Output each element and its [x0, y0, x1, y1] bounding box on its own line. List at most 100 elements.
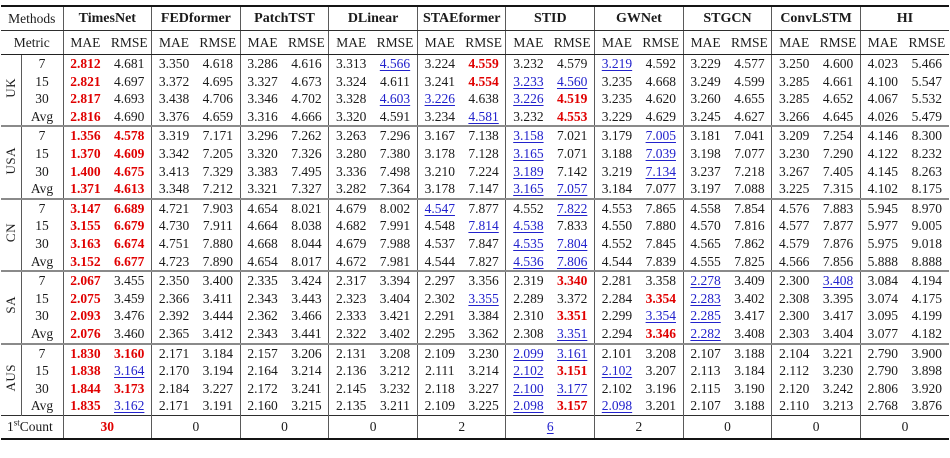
value-cell: 4.668 [239, 234, 285, 253]
value-cell: 8.038 [291, 218, 322, 234]
value-cell: 4.566 [771, 252, 817, 272]
value-cell: 5.977 [859, 217, 905, 235]
value-cell: 7.903 [195, 197, 241, 218]
count-cell-stgcn: 0 [682, 414, 772, 439]
value-cell: 3.327 [239, 72, 285, 91]
value-cell: 1.400 [62, 162, 108, 181]
value-cell: 4.659 [202, 108, 233, 124]
data-row-usa-avg: Avg 1.371 4.613 3.348 7.212 3.321 7.327 3.282 7.… [1, 180, 949, 199]
value-cell: 4.535 [505, 234, 551, 253]
value-cell: 6.677 [114, 253, 145, 269]
value-cell: 7.218 [734, 163, 765, 179]
value-cell: 3.147 [62, 197, 108, 218]
value-cell: 3.316 [239, 107, 285, 127]
metric-header-mae: MAE [594, 30, 639, 55]
value-cell: 4.613 [114, 181, 145, 197]
value-cell: 4.675 [114, 163, 145, 179]
value-cell: 2.067 [62, 270, 108, 290]
value-cell: 3.417 [734, 308, 765, 324]
value-cell: 7.495 [291, 163, 322, 179]
value-cell: 7.988 [379, 235, 411, 251]
value-cell: 7.839 [645, 253, 676, 269]
value-cell: 2.100 [505, 379, 551, 398]
value-cell: 2.101 [594, 342, 639, 363]
value-cell: 3.459 [114, 290, 145, 306]
value-cell: 3.409 [727, 270, 772, 290]
value-cell: 2.171 [151, 342, 196, 363]
value-cell: 3.920 [911, 380, 943, 396]
value-cell: 4.611 [380, 73, 410, 89]
value-cell: 2.300 [771, 270, 817, 290]
value-cell: 3.207 [645, 363, 676, 379]
metric-header-rmse: RMSE [373, 30, 418, 55]
value-cell: 2.107 [682, 342, 728, 363]
count-cell-hi: 0 [859, 414, 949, 439]
region-label-text: CN [3, 223, 19, 243]
value-cell: 3.313 [328, 54, 374, 73]
value-cell: 3.444 [202, 308, 233, 324]
value-cell: 3.286 [239, 54, 285, 73]
value-cell: 4.100 [859, 72, 905, 91]
value-cell: 2.821 [62, 72, 108, 91]
value-cell: 3.443 [291, 290, 322, 306]
value-cell: 3.404 [379, 290, 411, 306]
value-cell: 4.673 [291, 73, 322, 89]
value-cell: 4.706 [202, 91, 233, 107]
value-cell: 4.654 [239, 252, 285, 272]
value-cell: 2.343 [239, 289, 285, 308]
value-cell: 3.235 [594, 72, 639, 91]
region-label-sa: SA [1, 270, 21, 344]
value-cell: 8.021 [284, 197, 329, 218]
value-cell: 7.845 [645, 235, 676, 251]
method-header-timesnet: TimesNet [62, 6, 152, 31]
value-cell: 2.093 [62, 307, 108, 325]
value-cell: 3.230 [461, 342, 506, 363]
value-cell: 4.544 [416, 252, 462, 272]
horizon-label: 15 [20, 362, 63, 380]
horizon-label: 30 [20, 234, 63, 253]
value-cell: 2.295 [416, 324, 462, 344]
value-cell: 7.405 [822, 163, 854, 179]
metric-header-mae: MAE [239, 30, 285, 55]
value-cell: 2.171 [151, 397, 196, 416]
value-cell: 3.219 [594, 162, 639, 181]
value-cell: 3.184 [594, 180, 639, 199]
value-cell: 5.888 [859, 252, 905, 272]
value-cell: 1.370 [62, 144, 108, 163]
value-cell: 3.232 [379, 380, 411, 396]
value-cell: 4.560 [556, 73, 588, 89]
value-cell: 4.553 [556, 108, 588, 124]
data-row-aus-7: AUS 7 1.830 3.160 2.171 3.184 2.157 3.206 2.131 3… [1, 342, 949, 416]
value-cell: 4.537 [416, 234, 462, 253]
data-row-sa-15: 15 2.075 3.459 2.366 3.411 2.343 3.443 2.323 3.4… [1, 289, 949, 308]
value-cell: 3.402 [379, 325, 411, 341]
value-cell: 4.570 [682, 217, 728, 235]
value-cell: 3.319 [151, 125, 196, 145]
value-cell: 2.365 [151, 324, 196, 344]
value-cell: 2.131 [328, 342, 374, 363]
method-header-stid: STID [505, 6, 595, 31]
value-cell: 4.672 [328, 252, 374, 272]
value-cell: 7.856 [822, 253, 854, 269]
value-cell: 3.250 [771, 54, 817, 73]
value-cell: 7.077 [645, 181, 676, 197]
methods-header-row: Methods TimesNet FEDformer PatchTST DLinear… [1, 6, 949, 31]
value-cell: 3.320 [239, 144, 285, 163]
value-cell: 2.281 [594, 270, 639, 290]
region-label-text: UK [3, 78, 19, 98]
metric-header-mae: MAE [859, 30, 905, 55]
value-cell: 2.392 [151, 307, 196, 325]
value-cell: 3.074 [859, 289, 905, 308]
value-cell: 2.282 [682, 324, 728, 344]
value-cell: 3.208 [638, 342, 684, 363]
value-cell: 3.424 [284, 270, 329, 290]
value-cell: 2.300 [771, 307, 817, 325]
value-cell: 4.690 [114, 108, 145, 124]
value-cell: 7.142 [556, 163, 588, 179]
value-cell: 2.790 [859, 362, 905, 380]
value-cell: 3.296 [239, 125, 285, 145]
value-cell: 2.806 [859, 379, 905, 398]
value-cell: 3.266 [771, 107, 817, 127]
horizon-label: 15 [20, 144, 63, 163]
value-cell: 2.285 [682, 307, 728, 325]
